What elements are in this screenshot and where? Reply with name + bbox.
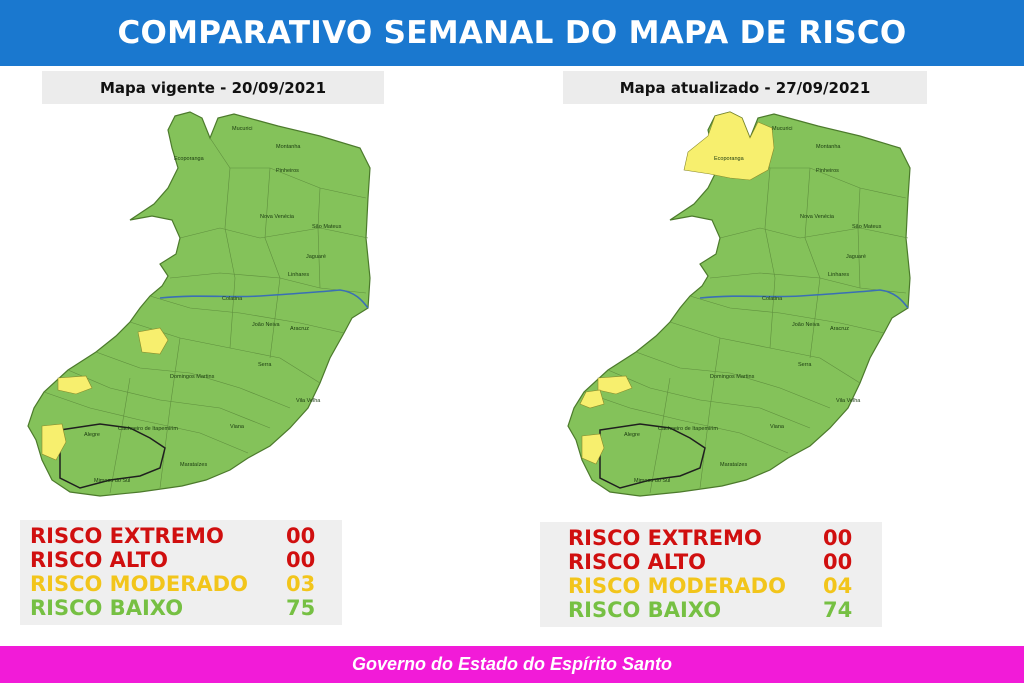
map-label: Domingos Martins (170, 374, 215, 380)
map-label: Colatina (762, 296, 783, 302)
map-label: Cachoeiro de Itapemirim (658, 426, 718, 432)
legend-row-extreme: RISCO EXTREMO 00 (540, 526, 882, 550)
municipal-borders (43, 137, 369, 494)
legend-label: RISCO BAIXO (568, 598, 722, 622)
map-label: Domingos Martins (710, 374, 755, 380)
map-label: Ecoporanga (714, 156, 745, 162)
map-label: Linhares (828, 272, 849, 278)
legend-label: RISCO ALTO (30, 548, 169, 572)
footer-bar: Governo do Estado do Espírito Santo (0, 646, 1024, 683)
map-label: Aracruz (830, 326, 849, 332)
municipality-ibatiba (597, 375, 633, 395)
map-label: Pinheiros (276, 168, 299, 174)
legend-row-extreme: RISCO EXTREMO 00 (20, 524, 342, 548)
risk-map-updated: Mucurici Montanha Ecoporanga Pinheiros S… (567, 111, 911, 497)
panel-label-current: Mapa vigente - 20/09/2021 (42, 71, 384, 104)
legend-value: 03 (286, 572, 316, 596)
risk-map-current: Mucurici Montanha Ecoporanga Pinheiros S… (27, 111, 371, 497)
municipality-iuna (579, 389, 605, 409)
legend-current: RISCO EXTREMO 00 RISCO ALTO 00 RISCO MOD… (20, 520, 342, 625)
municipality-ecoporanga (683, 111, 775, 181)
legend-value: 75 (286, 596, 316, 620)
panel-label-updated: Mapa atualizado - 27/09/2021 (563, 71, 927, 104)
legend-updated: RISCO EXTREMO 00 RISCO ALTO 00 RISCO MOD… (540, 522, 882, 627)
map-label: Ecoporanga (174, 156, 205, 162)
legend-row-high: RISCO ALTO 00 (540, 550, 882, 574)
map-label: Linhares (288, 272, 309, 278)
map-label: Alegre (84, 432, 100, 438)
legend-label: RISCO EXTREMO (568, 526, 762, 550)
map-label: Vila Velha (836, 398, 861, 404)
legend-row-moderate: RISCO MODERADO 04 (540, 574, 882, 598)
map-label: Mucurici (232, 126, 252, 132)
header-bar: COMPARATIVO SEMANAL DO MAPA DE RISCO (0, 0, 1024, 66)
legend-value: 00 (286, 524, 316, 548)
region-outline (599, 423, 706, 489)
map-label: Marataízes (180, 462, 207, 468)
map-label: Mimoso do Sul (94, 478, 130, 484)
legend-value: 00 (823, 550, 853, 574)
map-label: João Neiva (792, 322, 820, 328)
map-label: Mimoso do Sul (634, 478, 670, 484)
map-label: João Neiva (252, 322, 280, 328)
municipality-ibatiba (57, 375, 93, 395)
footer-text: Governo do Estado do Espírito Santo (351, 654, 673, 674)
legend-value: 04 (823, 574, 853, 598)
map-label: Vila Velha (296, 398, 321, 404)
map-label: São Mateus (852, 224, 882, 230)
municipality-guacui (581, 433, 605, 465)
map-place-labels: Mucurici Montanha Ecoporanga Pinheiros S… (84, 126, 342, 484)
legend-label: RISCO MODERADO (30, 572, 248, 596)
legend-row-low: RISCO BAIXO 75 (20, 596, 342, 620)
map-label: Pinheiros (816, 168, 839, 174)
map-label: Jaguaré (306, 254, 326, 260)
municipal-borders (583, 137, 909, 494)
map-label: Montanha (816, 144, 841, 150)
map-label: Montanha (276, 144, 301, 150)
river (159, 289, 369, 309)
legend-label: RISCO ALTO (568, 550, 707, 574)
map-label: Alegre (624, 432, 640, 438)
state-outline (27, 111, 371, 497)
map-label: Serra (798, 362, 812, 368)
map-label: Aracruz (290, 326, 309, 332)
map-label: Jaguaré (846, 254, 866, 260)
municipality-guacui (41, 423, 67, 461)
map-label: Serra (258, 362, 272, 368)
legend-label: RISCO BAIXO (30, 596, 184, 620)
legend-row-moderate: RISCO MODERADO 03 (20, 572, 342, 596)
page-title: COMPARATIVO SEMANAL DO MAPA DE RISCO (117, 15, 907, 51)
map-label: Nova Venécia (260, 214, 295, 220)
legend-value: 74 (823, 598, 853, 622)
map-label: Cachoeiro de Itapemirim (118, 426, 178, 432)
map-label: Nova Venécia (800, 214, 835, 220)
map-label: Viana (230, 424, 245, 430)
legend-value: 00 (823, 526, 853, 550)
legend-value: 00 (286, 548, 316, 572)
region-outline (59, 423, 166, 489)
map-label: Viana (770, 424, 785, 430)
legend-label: RISCO MODERADO (568, 574, 786, 598)
legend-row-low: RISCO BAIXO 74 (540, 598, 882, 622)
map-place-labels: Mucurici Montanha Ecoporanga Pinheiros S… (624, 126, 882, 484)
river (699, 289, 909, 309)
legend-row-high: RISCO ALTO 00 (20, 548, 342, 572)
municipality-laranja-da-terra (137, 327, 169, 355)
map-label: Mucurici (772, 126, 792, 132)
map-label: São Mateus (312, 224, 342, 230)
map-label: Colatina (222, 296, 243, 302)
legend-label: RISCO EXTREMO (30, 524, 224, 548)
map-label: Marataízes (720, 462, 747, 468)
